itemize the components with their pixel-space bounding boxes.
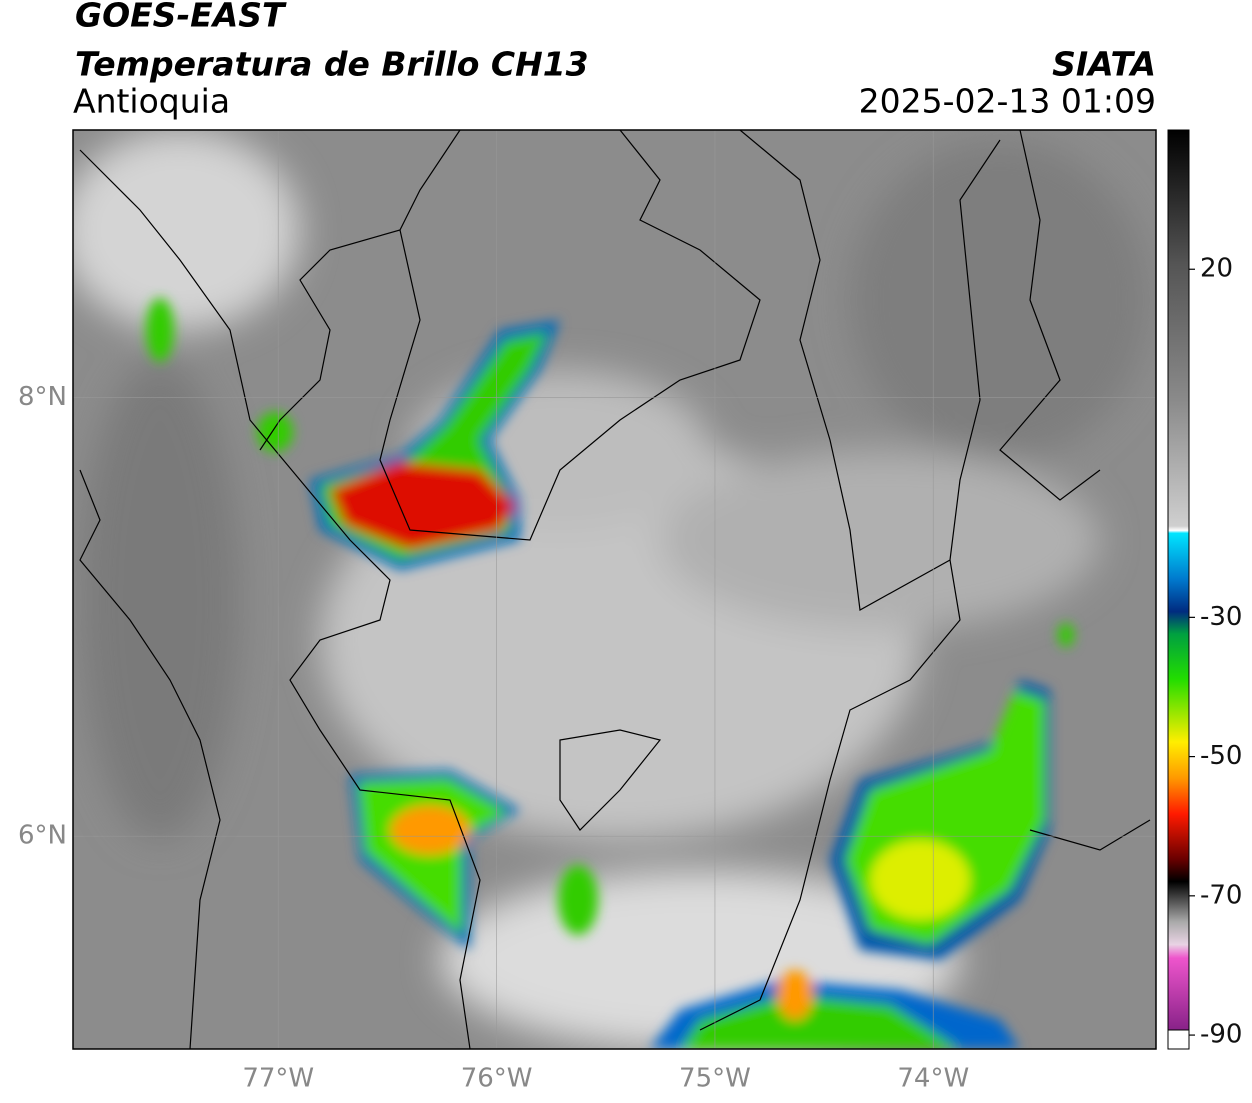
colorbar-tick-label: 20 [1200,254,1233,284]
y-tick-label: 6°N [18,821,67,851]
colorbar-tick-label: -50 [1200,741,1242,771]
x-tick-label: 74°W [897,1064,969,1094]
title: GOES-EAST [75,0,287,35]
satellite-image [73,130,1156,1049]
colorbar-frame [1167,129,1190,1050]
region: Antioquia [73,82,230,121]
x-tick-label: 77°W [242,1064,314,1094]
colorbar-tick-label: -90 [1200,1020,1242,1050]
subtitle: Temperatura de Brillo CH13 [75,45,589,84]
colorbar-tick-label: -70 [1200,880,1242,910]
colorbar-tick-label: -30 [1200,602,1242,632]
y-tick-label: 8°N [18,382,67,412]
source: SIATA [1052,45,1156,84]
colorbar-under [1167,1029,1190,1050]
timestamp: 2025-02-13 01:09 [859,82,1156,121]
x-tick-label: 76°W [461,1064,533,1094]
map-frame [72,129,1157,1050]
colorbar [1168,130,1189,1030]
x-tick-label: 75°W [679,1064,751,1094]
